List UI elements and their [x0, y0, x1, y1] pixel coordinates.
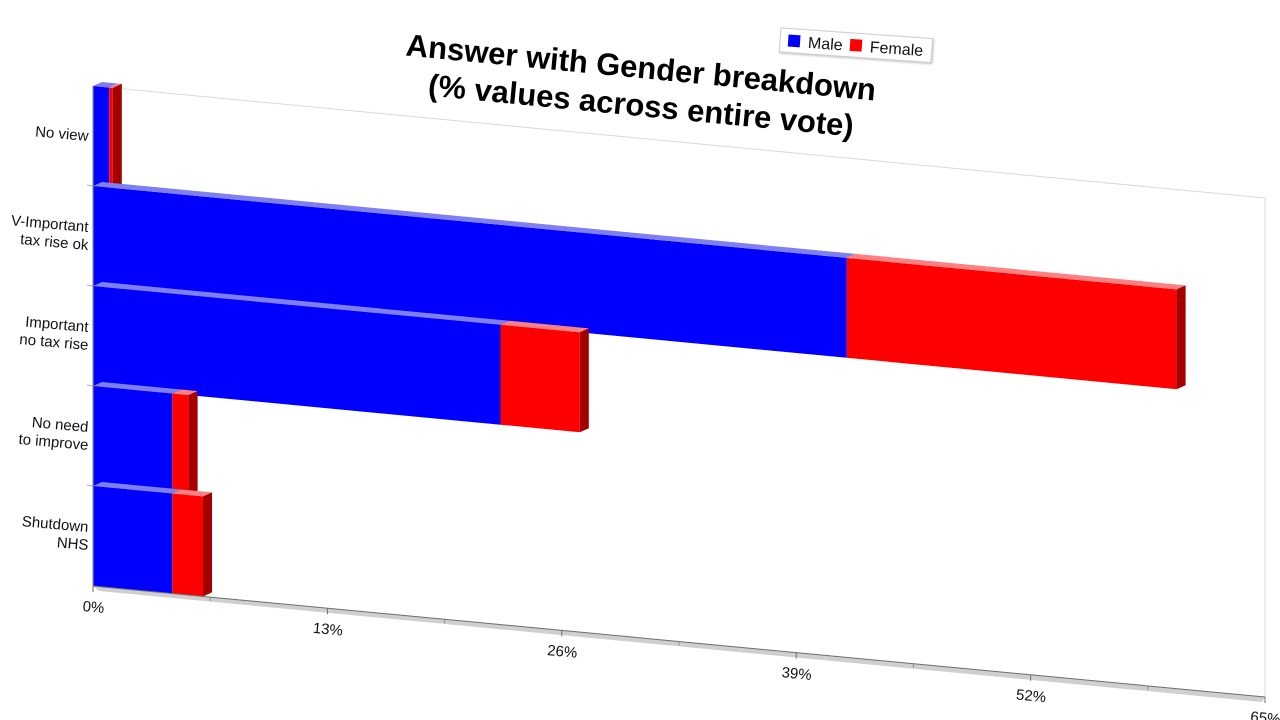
bar-series [93, 82, 1186, 597]
category-label: Shutdown [21, 513, 89, 536]
category-label: No view [34, 123, 89, 145]
bar-male [93, 186, 847, 358]
bar-top-face [846, 253, 1186, 290]
x-tick-label: 52% [1015, 686, 1047, 706]
plot-background [86, 85, 1266, 697]
bar-side-face [112, 83, 122, 188]
bar-female [172, 393, 189, 496]
category-label: tax rise ok [20, 231, 90, 254]
category-label: to improve [18, 431, 89, 454]
bar-female [500, 324, 580, 433]
bar-top-face [172, 489, 212, 497]
category-label: NHS [56, 534, 89, 554]
bar-female [109, 87, 113, 188]
category-label: no tax rise [19, 331, 89, 354]
legend-swatch-female [849, 38, 863, 52]
x-tick-label: 0% [82, 598, 105, 617]
legend[interactable]: Male Female [778, 27, 934, 64]
bar-top-face [93, 482, 182, 494]
category-separator [86, 384, 94, 387]
category-separator [86, 184, 94, 187]
bar-top-face [93, 382, 182, 394]
bar-side-face [1176, 285, 1186, 390]
bar-female [846, 257, 1177, 390]
bar-top-face [93, 282, 510, 325]
category-separator [86, 484, 94, 487]
bar-male [93, 486, 173, 594]
legend-label-female: Female [869, 39, 924, 60]
bar-male [93, 86, 110, 188]
bar-top-face [93, 182, 856, 258]
bar-top-face [172, 389, 198, 396]
legend-swatch-male [787, 34, 801, 48]
category-label: No need [31, 414, 89, 436]
legend-label-male: Male [807, 35, 843, 54]
category-separator [86, 284, 94, 287]
bar-top-face [500, 320, 589, 333]
bar-side-face [203, 492, 212, 597]
axes [92, 86, 1266, 703]
category-label: V-Important [10, 212, 90, 236]
bar-male [93, 286, 501, 425]
plot-border [92, 85, 1266, 697]
bar-side-face [188, 391, 198, 496]
x-tick-label: 26% [546, 642, 578, 662]
x-tick-label: 13% [312, 620, 344, 640]
legend-box[interactable]: Male Female [778, 27, 934, 64]
x-tick-label: 39% [781, 664, 813, 684]
bar-female [172, 493, 203, 597]
bar-male [93, 386, 173, 494]
bar-side-face [579, 328, 589, 433]
category-label: Important [25, 314, 90, 337]
bar-top-face [109, 83, 122, 88]
x-tick-label: 65% [1250, 709, 1280, 720]
bar-top-face [93, 82, 119, 88]
